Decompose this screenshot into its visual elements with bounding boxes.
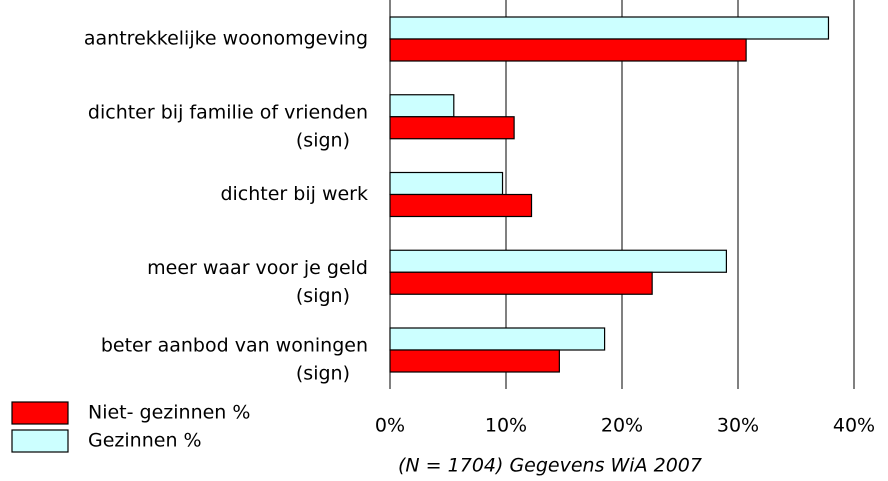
x-tick-label: 20% <box>601 415 643 437</box>
category-label: aantrekkelijke woonomgeving <box>84 28 368 50</box>
category-label: meer waar voor je geld <box>147 257 368 279</box>
category-label: beter aanbod van woningen <box>101 335 368 357</box>
legend-label: Gezinnen % <box>88 430 202 452</box>
chart-note: (N = 1704) Gegevens WiA 2007 <box>398 455 702 477</box>
bar <box>389 271 653 295</box>
bar <box>389 94 455 118</box>
x-tick-label: 40% <box>833 415 875 437</box>
x-tick-label: 10% <box>485 415 527 437</box>
category-note: (sign) <box>296 285 350 307</box>
bar <box>389 327 606 351</box>
legend-swatch <box>11 401 69 425</box>
legend-label: Niet- gezinnen % <box>88 402 250 424</box>
x-tick-label: 30% <box>717 415 759 437</box>
category-note: (sign) <box>296 363 350 385</box>
legend-swatch <box>11 429 69 453</box>
bar <box>389 249 727 273</box>
category-label: dichter bij werk <box>220 183 368 205</box>
bar <box>389 349 560 373</box>
bar <box>389 193 533 218</box>
bar <box>389 171 504 196</box>
bar <box>389 16 830 40</box>
bar <box>389 38 747 62</box>
category-label: dichter bij familie of vrienden <box>88 101 368 123</box>
bar <box>389 116 515 140</box>
category-note: (sign) <box>296 129 350 151</box>
x-tick-label: 0% <box>375 415 405 437</box>
